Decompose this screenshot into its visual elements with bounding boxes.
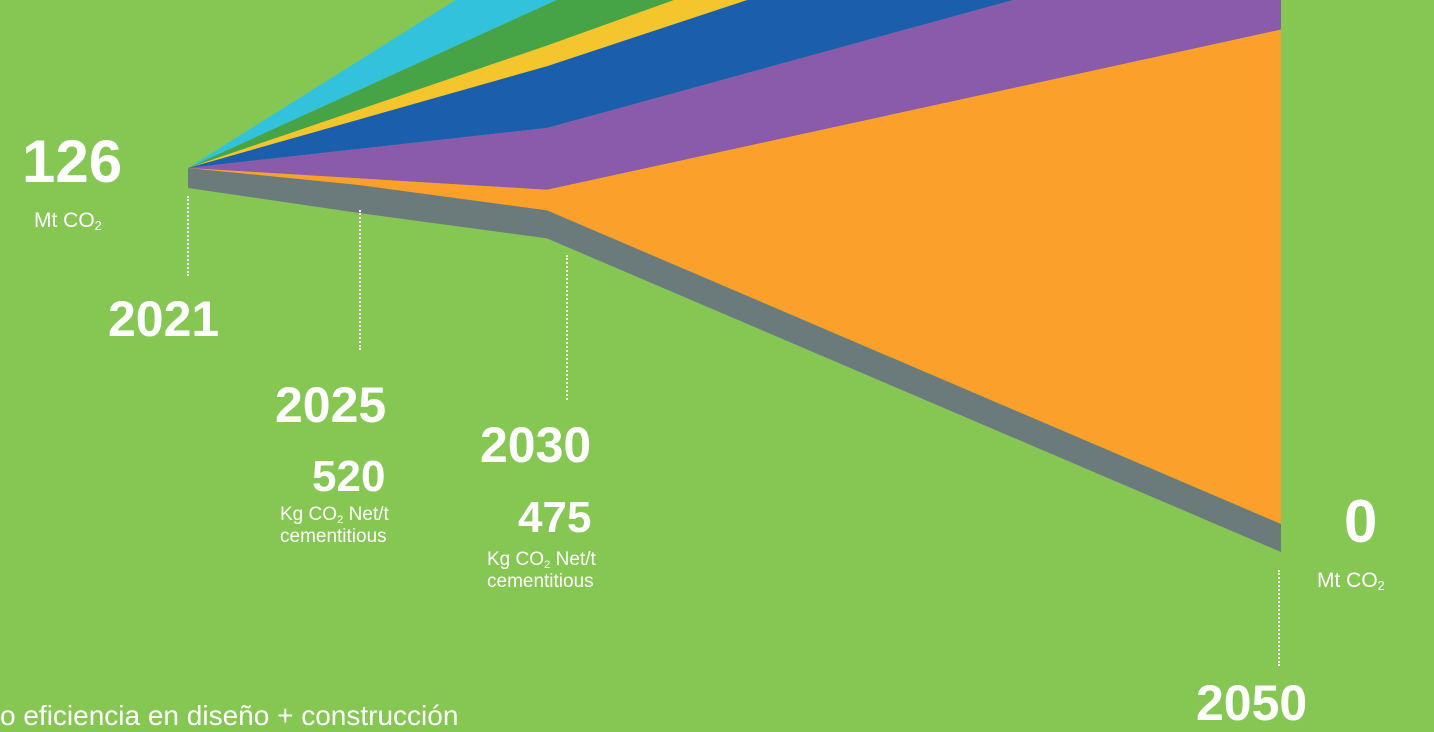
wedge-series-3 xyxy=(188,0,748,168)
milestone-2025-guide xyxy=(359,210,361,350)
milestone-2025-unit-line1: Kg CO2 Net/t xyxy=(280,504,389,526)
milestone-2025-value: 520 xyxy=(312,452,386,501)
start-year-guide xyxy=(187,196,189,276)
milestone-2030-guide xyxy=(566,255,568,400)
milestone-2030-year: 2030 xyxy=(480,417,592,473)
milestone-2025-unit-line2: cementitious xyxy=(280,526,387,547)
milestone-2030-unit-line2: cementitious xyxy=(487,571,594,592)
start-unit: Mt CO2 xyxy=(34,209,102,234)
end-year: 2050 xyxy=(1196,675,1308,731)
legend-item-partial: o eficiencia en diseño + construcción xyxy=(0,700,459,731)
wedge-series-5 xyxy=(188,0,1281,190)
milestone-2030-unit-line1: Kg CO2 Net/t xyxy=(487,549,596,571)
end-unit: Mt CO2 xyxy=(1317,569,1385,594)
milestone-2025-year: 2025 xyxy=(275,377,387,433)
wedge-series-2 xyxy=(188,0,675,168)
wedge-series-6 xyxy=(188,29,1281,524)
wedge-series-4 xyxy=(188,0,1014,168)
start-value: 126 xyxy=(22,128,123,195)
end-year-guide xyxy=(1278,570,1280,666)
milestone-2030-value: 475 xyxy=(518,493,592,542)
end-value: 0 xyxy=(1344,488,1378,555)
start-year: 2021 xyxy=(108,291,220,347)
